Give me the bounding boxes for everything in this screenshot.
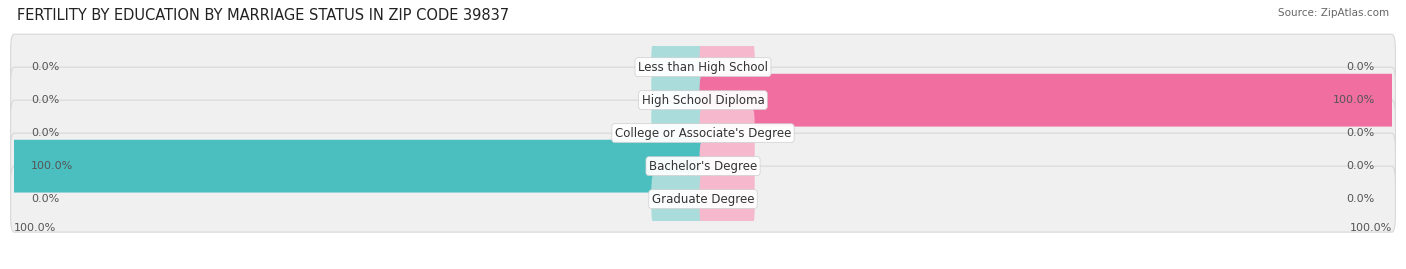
FancyBboxPatch shape [700,107,755,160]
FancyBboxPatch shape [651,74,706,126]
Text: 100.0%: 100.0% [31,161,73,171]
Text: 0.0%: 0.0% [31,95,59,105]
Text: 100.0%: 100.0% [1333,95,1375,105]
Text: Less than High School: Less than High School [638,61,768,74]
FancyBboxPatch shape [11,133,1395,199]
Text: 0.0%: 0.0% [1347,128,1375,138]
Text: FERTILITY BY EDUCATION BY MARRIAGE STATUS IN ZIP CODE 39837: FERTILITY BY EDUCATION BY MARRIAGE STATU… [17,8,509,23]
Text: 0.0%: 0.0% [31,62,59,72]
Text: High School Diploma: High School Diploma [641,94,765,107]
FancyBboxPatch shape [11,140,706,193]
Text: 0.0%: 0.0% [1347,194,1375,204]
Text: 0.0%: 0.0% [31,128,59,138]
FancyBboxPatch shape [11,34,1395,100]
FancyBboxPatch shape [700,173,755,225]
FancyBboxPatch shape [11,100,1395,166]
FancyBboxPatch shape [651,41,706,94]
Text: Source: ZipAtlas.com: Source: ZipAtlas.com [1278,8,1389,18]
Text: College or Associate's Degree: College or Associate's Degree [614,127,792,140]
Text: 100.0%: 100.0% [1350,223,1392,233]
FancyBboxPatch shape [11,67,1395,133]
FancyBboxPatch shape [11,166,1395,232]
FancyBboxPatch shape [700,41,755,94]
Text: 0.0%: 0.0% [1347,62,1375,72]
Text: Bachelor's Degree: Bachelor's Degree [650,160,756,173]
Text: Graduate Degree: Graduate Degree [652,193,754,206]
FancyBboxPatch shape [651,107,706,160]
FancyBboxPatch shape [651,173,706,225]
Text: 0.0%: 0.0% [1347,161,1375,171]
Legend: Married, Unmarried: Married, Unmarried [623,266,783,269]
FancyBboxPatch shape [700,74,1395,126]
FancyBboxPatch shape [700,140,755,193]
Text: 0.0%: 0.0% [31,194,59,204]
Text: 100.0%: 100.0% [14,223,56,233]
